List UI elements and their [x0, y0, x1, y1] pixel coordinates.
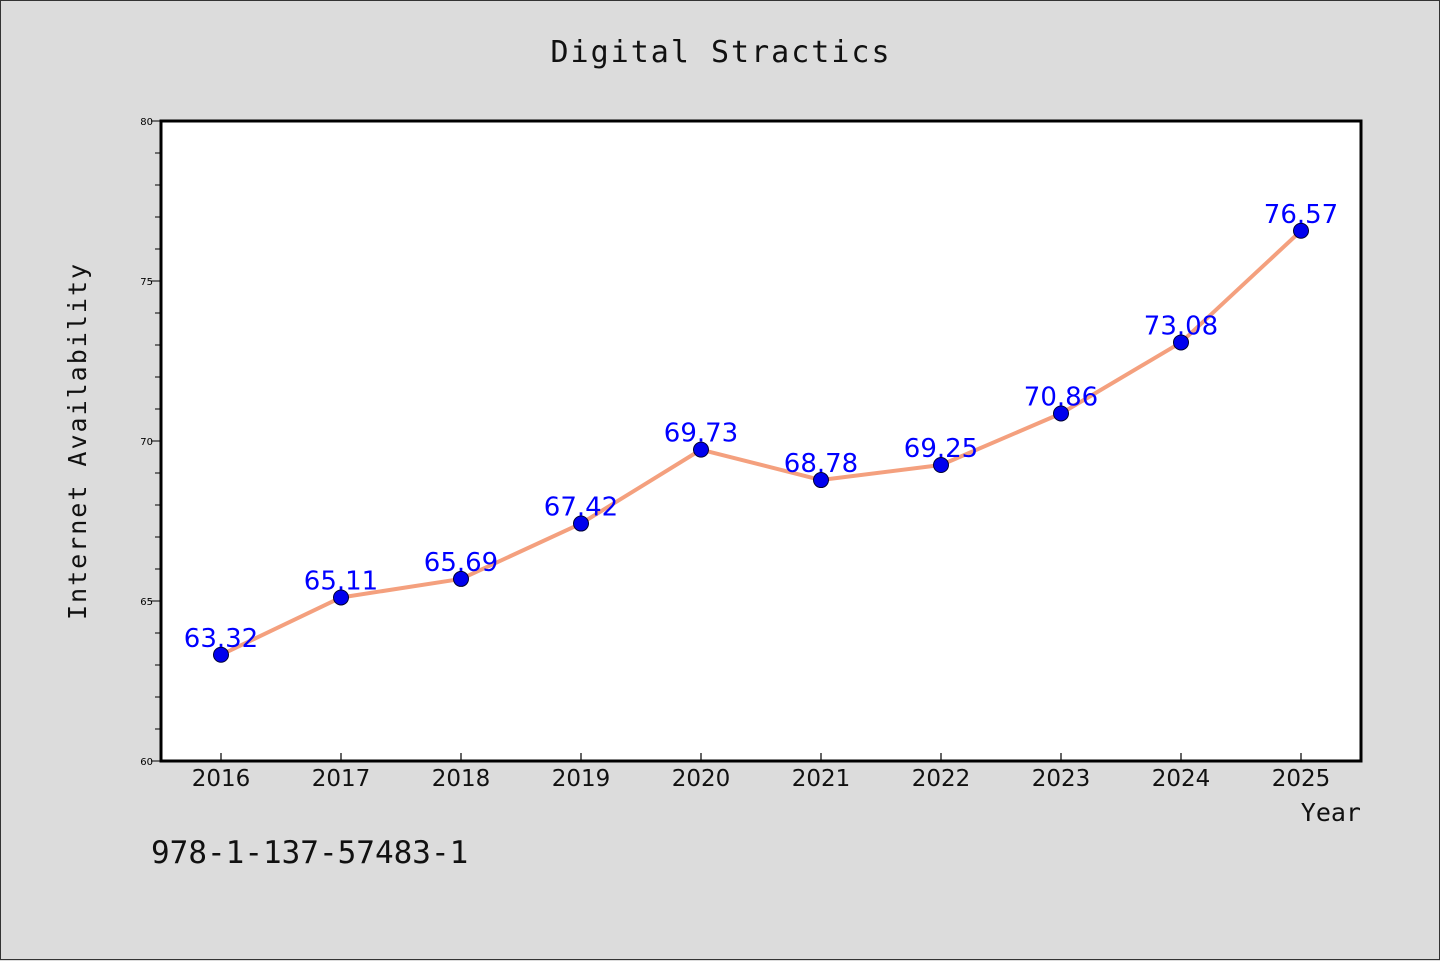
plot-area: [159, 119, 1363, 763]
data-label: 65.11: [304, 566, 378, 596]
x-tick-label: 2024: [1152, 766, 1211, 792]
x-tick-label: 2021: [792, 766, 851, 792]
x-axis-label: Year: [1301, 798, 1361, 827]
y-tick-label: 60: [140, 757, 153, 768]
data-point: [813, 472, 829, 489]
data-label: 65.69: [424, 548, 498, 578]
y-axis: 60 65 70 75 80: [140, 117, 161, 768]
y-tick-label: 80: [140, 117, 153, 128]
x-tick-label: 2022: [912, 766, 971, 792]
y-tick-label: 75: [140, 277, 153, 288]
data-point: [453, 570, 469, 587]
footer-code: 978-1-137-57483-1: [151, 835, 469, 871]
x-tick-label: 2025: [1272, 766, 1331, 792]
data-point: [933, 457, 949, 473]
y-tick-label: 70: [140, 437, 153, 448]
data-point: [573, 515, 589, 532]
x-tick-label: 2017: [312, 766, 371, 792]
chart-title: Digital Stractics: [550, 35, 892, 70]
x-tick-label: 2019: [552, 766, 611, 792]
data-label: 76.57: [1264, 200, 1338, 230]
data-point: [1293, 222, 1309, 239]
data-label: 63.32: [184, 624, 258, 654]
data-point: [693, 441, 709, 458]
data-point: [1053, 405, 1069, 422]
x-axis: 2016 2017 2018 2019 2020 2021 2022 2023 2024 2025: [192, 753, 1331, 792]
x-tick-label: 2016: [192, 766, 251, 792]
data-label: 73.08: [1144, 311, 1218, 341]
series-line: [219, 228, 1303, 657]
data-label: 69.73: [664, 419, 738, 449]
data-label: 70.86: [1024, 382, 1098, 412]
data-point: [1173, 334, 1189, 351]
y-axis-label: Internet Availability: [63, 262, 92, 620]
data-point: [213, 646, 229, 663]
x-tick-label: 2023: [1032, 766, 1091, 792]
data-label: 67.42: [544, 493, 618, 523]
data-point: [333, 589, 349, 606]
series-layer: 63.32 65.11 65.69 67.42 69.73 68.78 69.25 70.86…: [184, 200, 1338, 663]
y-tick-label: 65: [140, 597, 153, 608]
x-tick-label: 2018: [432, 766, 491, 792]
data-label: 69.25: [904, 434, 978, 464]
data-label: 68.78: [784, 449, 858, 479]
x-tick-label: 2020: [672, 766, 731, 792]
